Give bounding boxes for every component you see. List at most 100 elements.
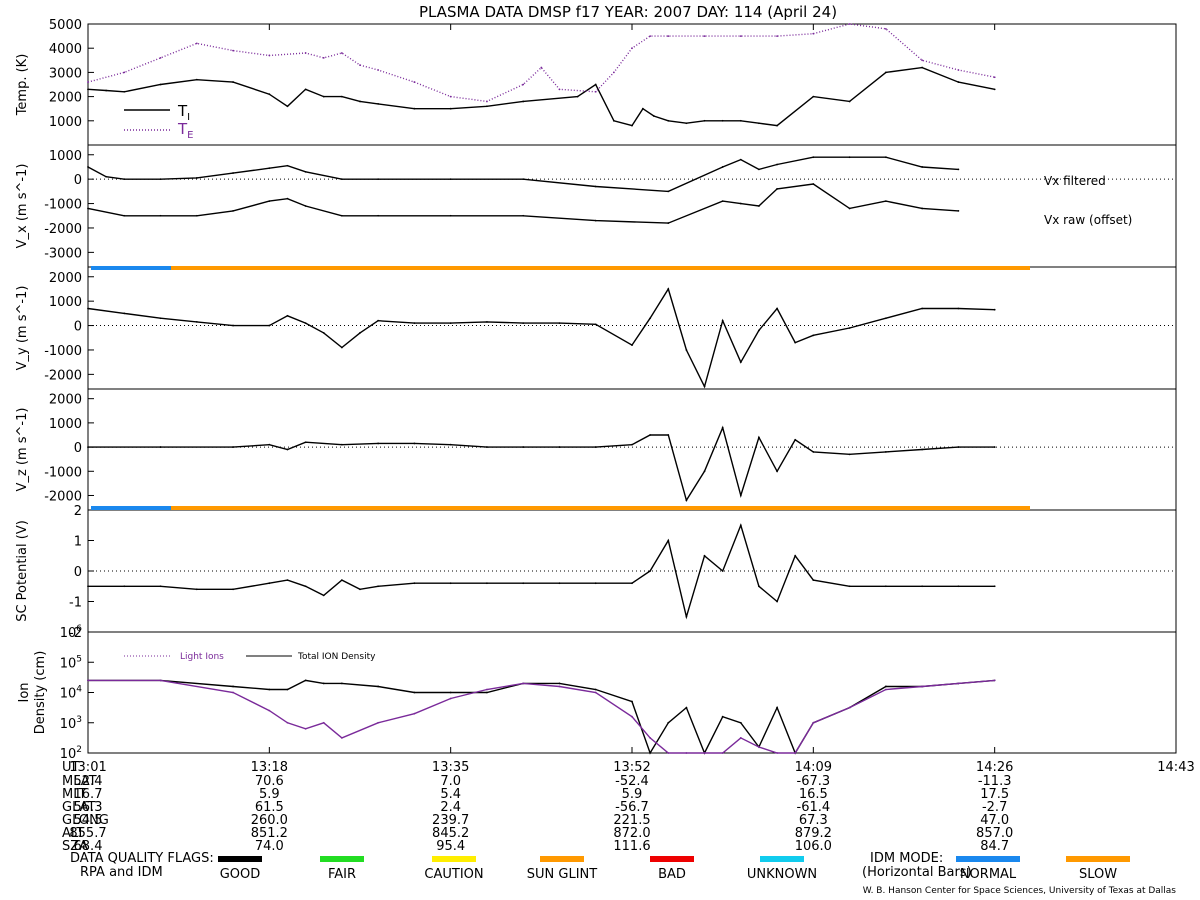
- data-point: [304, 52, 307, 54]
- y-tick-label: 5000: [49, 18, 82, 33]
- data-point: [558, 88, 561, 91]
- data-point: [413, 712, 416, 715]
- annotation-vx-raw: Vx raw (offset): [1044, 213, 1132, 227]
- data-point: [268, 54, 271, 57]
- data-point: [758, 585, 760, 588]
- data-point: [232, 81, 234, 83]
- data-point: [921, 585, 924, 588]
- data-point: [794, 752, 797, 754]
- data-point: [685, 615, 688, 618]
- data-point: [631, 715, 633, 718]
- data-point: [921, 307, 924, 310]
- data-point: [359, 331, 361, 334]
- y-axis-label-1: Ion: [17, 682, 32, 702]
- data-point: [322, 56, 325, 59]
- data-point: [703, 35, 706, 37]
- x-tick-label: 13:52: [613, 760, 650, 775]
- data-point: [703, 752, 706, 754]
- data-point: [558, 446, 561, 448]
- flag-label: GOOD: [220, 867, 261, 882]
- data-point: [776, 307, 778, 310]
- data-point: [304, 441, 307, 444]
- data-point: [631, 124, 633, 127]
- figure-title: PLASMA DATA DMSP f17 YEAR: 2007 DAY: 114…: [419, 3, 837, 21]
- x-row-value: 260.0: [251, 813, 288, 828]
- data-point: [667, 288, 670, 290]
- data-point: [232, 691, 234, 694]
- data-point: [721, 319, 724, 322]
- x-row-label: MLAT: [62, 774, 97, 789]
- data-point: [921, 448, 924, 451]
- data-point: [449, 178, 452, 181]
- data-point: [286, 314, 289, 317]
- x-row-label: GLAT: [62, 800, 95, 815]
- x-row-value: 84.7: [980, 839, 1009, 854]
- data-point: [739, 361, 742, 364]
- data-point: [594, 323, 597, 326]
- x-row-value: 16.7: [74, 787, 103, 802]
- flag-swatch: [218, 856, 262, 862]
- data-point: [232, 209, 234, 212]
- panel-4: -2000 -1000 0 1000 2000 V_z (m s^-1): [15, 388, 1177, 511]
- data-point: [522, 178, 525, 181]
- data-point: [377, 585, 380, 588]
- data-point: [195, 214, 198, 217]
- x-row-value: 857.0: [976, 826, 1013, 841]
- data-point: [848, 706, 851, 709]
- data-point: [159, 214, 162, 217]
- data-point: [594, 582, 597, 585]
- idm-subtitle: (Horizontal Bars): [862, 865, 972, 880]
- data-point: [703, 385, 706, 388]
- x-row-value: 872.0: [613, 826, 650, 841]
- idm-mode-bar-slow: [171, 266, 1030, 270]
- data-point: [993, 308, 996, 311]
- data-point: [340, 443, 343, 446]
- y-tick-label: 104: [60, 685, 83, 702]
- data-point: [667, 721, 670, 724]
- data-point: [268, 582, 271, 585]
- y-tick-label: 2000: [49, 91, 82, 106]
- panel-2: -3000 -2000 -1000 0 1000 V_x (m s^-1) Vx filte…: [15, 144, 1177, 268]
- data-point: [486, 105, 488, 108]
- data-point: [703, 470, 706, 473]
- y-tick-label: 2: [74, 504, 82, 519]
- y-tick-label: 3000: [49, 66, 82, 81]
- data-point: [685, 122, 688, 125]
- y-tick-label: 2000: [49, 393, 82, 408]
- x-row-value: 17.5: [980, 787, 1009, 802]
- y-tick-label: 1: [74, 535, 82, 550]
- data-point: [340, 95, 343, 98]
- data-point: [739, 494, 742, 497]
- data-point: [268, 688, 271, 691]
- data-point: [812, 579, 815, 582]
- data-point: [286, 688, 289, 691]
- data-point: [123, 214, 126, 217]
- data-point: [340, 52, 343, 54]
- data-point: [359, 588, 361, 591]
- data-point: [612, 71, 615, 74]
- panel-3: -2000 -1000 0 1000 2000 V_y (m s^-1): [15, 266, 1177, 390]
- data-point: [921, 66, 924, 69]
- data-point: [558, 582, 561, 585]
- data-point: [268, 324, 271, 327]
- data-point: [776, 163, 778, 166]
- data-point: [703, 554, 706, 557]
- data-point: [649, 434, 652, 436]
- x-row-value: 845.2: [432, 826, 469, 841]
- flag-swatch: [320, 856, 364, 862]
- y-tick-label: 103: [60, 715, 82, 732]
- data-point: [739, 158, 742, 161]
- data-point: [649, 736, 652, 739]
- data-point: [304, 170, 307, 173]
- y-axis-label: V_y (m s^-1): [15, 286, 30, 371]
- data-point: [449, 443, 452, 446]
- data-point: [232, 172, 234, 174]
- data-point: [123, 585, 126, 588]
- data-point: [486, 688, 488, 691]
- x-row-label: GLONG: [62, 813, 109, 828]
- data-point: [957, 69, 960, 71]
- data-point: [993, 88, 996, 91]
- data-point: [641, 107, 644, 110]
- data-point: [776, 188, 778, 190]
- y-tick-label: -2: [69, 626, 82, 641]
